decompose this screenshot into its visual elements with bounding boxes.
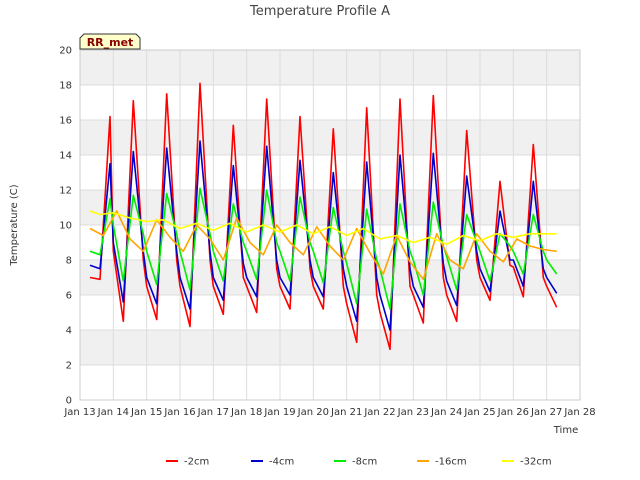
y-tick-label: 6 xyxy=(66,291,72,302)
x-tick-label: Jan 26 xyxy=(497,407,529,418)
plot-band xyxy=(80,120,580,155)
x-tick-label: Jan 21 xyxy=(330,407,362,418)
plot-band xyxy=(80,50,580,85)
plot-background xyxy=(80,50,580,400)
y-tick-label: 16 xyxy=(59,116,72,127)
plot-band xyxy=(80,295,580,330)
x-axis-label: Time xyxy=(553,425,578,436)
x-tick-label: Jan 14 xyxy=(97,407,129,418)
y-tick-label: 12 xyxy=(59,186,72,197)
y-tick-label: 18 xyxy=(59,81,72,92)
legend: -2cm -4cm -8cm -16cm -32cm xyxy=(166,457,552,468)
x-tick-label: Jan 28 xyxy=(563,407,595,418)
x-tick-labels: Jan 13 Jan 14 Jan 15 Jan 16 Jan 17 Jan 18 Jan … xyxy=(63,407,595,418)
y-tick-label: 0 xyxy=(66,396,72,407)
y-tick-label: 14 xyxy=(59,151,72,162)
y-tick-label: 8 xyxy=(66,256,72,267)
plot-band xyxy=(80,85,580,120)
y-tick-label: 2 xyxy=(66,361,72,372)
x-tick-label: Jan 24 xyxy=(430,407,462,418)
badge-label: RR_met xyxy=(87,36,134,49)
x-tick-label: Jan 23 xyxy=(397,407,429,418)
x-tick-label: Jan 19 xyxy=(263,407,295,418)
series-line xyxy=(89,210,557,246)
x-tick-label: Jan 16 xyxy=(163,407,195,418)
y-axis-label: Temperature (C) xyxy=(9,184,20,266)
y-tick-label: 10 xyxy=(59,221,72,232)
plot-band xyxy=(80,365,580,400)
series-lines xyxy=(89,82,558,351)
x-tick-label: Jan 25 xyxy=(463,407,495,418)
legend-label: -16cm xyxy=(435,457,467,468)
plot-band xyxy=(80,260,580,295)
series-line xyxy=(89,140,558,331)
legend-label: -8cm xyxy=(352,457,377,468)
x-tick-label: Jan 13 xyxy=(63,407,95,418)
y-tick-label: 20 xyxy=(59,46,72,57)
series-line xyxy=(89,210,557,281)
y-tick-labels: 0 2 4 6 8 10 12 14 16 18 20 xyxy=(59,46,72,407)
x-tick-label: Jan 15 xyxy=(130,407,162,418)
x-tick-label: Jan 27 xyxy=(530,407,562,418)
x-tick-label: Jan 22 xyxy=(363,407,395,418)
legend-label: -2cm xyxy=(184,457,209,468)
x-tick-label: Jan 20 xyxy=(297,407,329,418)
series-line xyxy=(89,82,558,351)
station-badge: RR_met xyxy=(79,33,141,50)
legend-label: -4cm xyxy=(269,457,294,468)
chart-title: Temperature Profile A xyxy=(249,4,390,19)
series-line xyxy=(89,187,558,310)
plot-frame xyxy=(79,49,581,401)
plot-band xyxy=(80,330,580,365)
x-tick-label: Jan 18 xyxy=(230,407,262,418)
x-tick-label: Jan 17 xyxy=(197,407,229,418)
y-tick-label: 4 xyxy=(66,326,72,337)
legend-label: -32cm xyxy=(520,457,552,468)
